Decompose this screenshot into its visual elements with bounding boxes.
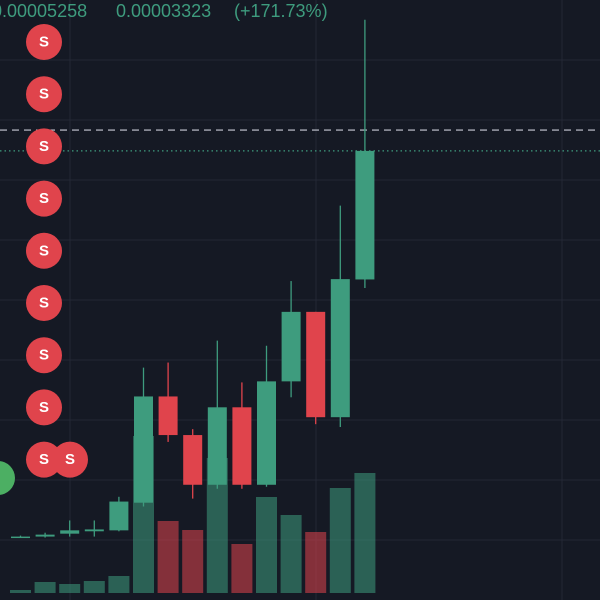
legend-change: 0.00003323 — [116, 1, 211, 21]
volume-bar — [182, 530, 204, 593]
candle-body — [35, 534, 55, 537]
sell-marker-label: S — [39, 451, 49, 468]
candle-body — [232, 407, 252, 485]
candle-body — [84, 529, 104, 532]
sell-marker: S — [26, 180, 62, 217]
sell-marker: S — [52, 441, 88, 478]
legend-close: 0.00005258 — [0, 1, 87, 21]
sell-marker-badge — [26, 76, 62, 113]
sell-marker: S — [26, 24, 62, 60]
volume-bar — [206, 458, 228, 593]
volume-bar — [256, 497, 277, 593]
candle-body — [11, 536, 30, 539]
candle-body — [355, 150, 375, 280]
legend: 0.00005258 0.00003323 (+171.73%) — [0, 1, 328, 21]
volume-bar — [157, 521, 179, 593]
sell-marker-badge — [26, 232, 62, 269]
sell-marker-badge — [26, 285, 62, 321]
legend-change-pct: (+171.73%) — [234, 1, 328, 21]
volume-bar — [231, 544, 253, 593]
candle-body — [207, 407, 227, 485]
sell-marker-label: S — [39, 86, 49, 103]
candle-body — [60, 530, 80, 534]
sell-marker-label: S — [39, 399, 49, 416]
sell-marker: S — [26, 76, 62, 113]
sell-marker-label: S — [65, 451, 75, 468]
sell-marker-label: S — [39, 347, 49, 364]
price-lines — [0, 129, 600, 152]
candle-body — [183, 435, 203, 485]
volume-bar — [354, 473, 376, 593]
sell-marker-label: S — [39, 34, 49, 51]
sell-marker: S — [26, 441, 62, 478]
sell-marker-badge — [52, 441, 88, 478]
candle-layer — [11, 19, 375, 539]
sell-marker-label: S — [39, 295, 49, 312]
sell-marker: S — [26, 337, 62, 374]
sell-marker-label: S — [39, 242, 49, 259]
volume-bar — [83, 581, 105, 593]
sell-marker-badge — [26, 180, 62, 217]
sell-marker: S — [26, 285, 62, 321]
sell-marker: S — [26, 128, 62, 165]
sell-marker: S — [26, 389, 62, 426]
candle-body — [257, 381, 276, 485]
candle-body — [281, 311, 301, 382]
candle-body — [330, 279, 350, 418]
sell-marker-badge — [26, 337, 62, 374]
candle-body — [109, 501, 129, 531]
sell-marker-badge — [26, 389, 62, 426]
buy-marker — [0, 461, 15, 495]
volume-bar — [329, 488, 351, 593]
sell-marker-label: S — [39, 138, 49, 155]
volume-bar — [10, 590, 31, 593]
volume-bar — [59, 584, 81, 593]
volume-bar — [34, 582, 56, 593]
candle-body — [306, 311, 326, 418]
sell-marker: S — [26, 232, 62, 269]
sell-marker-badge — [26, 24, 62, 60]
sell-marker-badge — [26, 128, 62, 165]
volume-bar — [305, 532, 327, 593]
sell-marker-label: S — [39, 190, 49, 207]
candle-body — [134, 396, 153, 503]
sell-marker-badge — [26, 441, 62, 478]
volume-bar — [108, 576, 130, 593]
volume-bar — [280, 515, 302, 593]
candle-body — [158, 396, 178, 436]
